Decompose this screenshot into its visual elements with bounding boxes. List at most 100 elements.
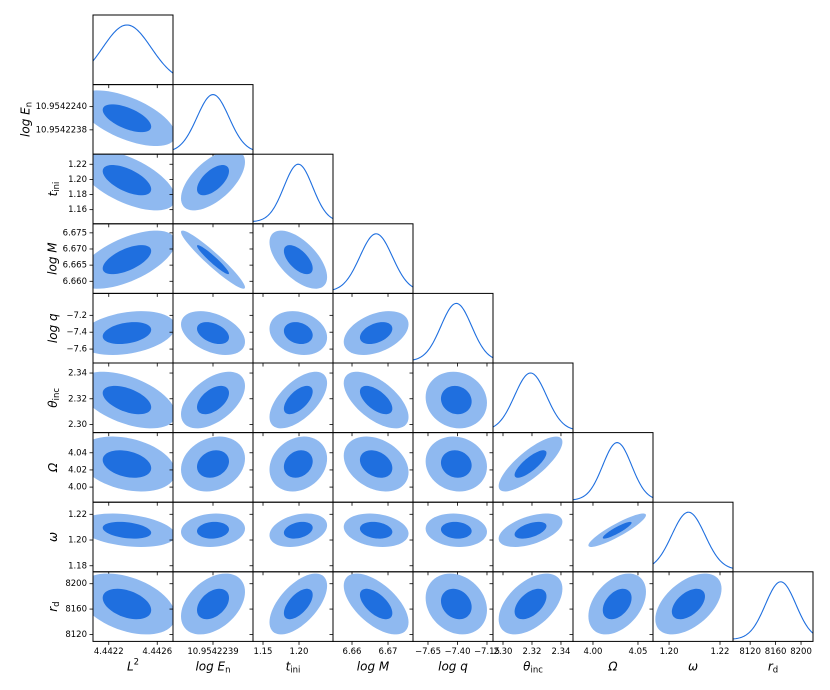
panel	[409, 432, 494, 506]
y-tick-label: 1.18	[68, 561, 87, 571]
panel	[329, 362, 414, 437]
x-tick-label: 4.00	[584, 647, 603, 657]
axis-label: log M	[45, 242, 59, 275]
panel: 2.30 2.32 2.34	[489, 571, 574, 657]
y-tick-label: 1.20	[68, 536, 87, 546]
y-tick-label: −7.2	[66, 311, 87, 321]
x-tick-label: 2.32	[523, 647, 542, 657]
y-tick-label: 10.9542238	[36, 125, 87, 135]
panel	[329, 432, 414, 506]
marginal-curve	[733, 581, 813, 640]
panel-frame	[732, 571, 814, 642]
y-tick-label: 8200	[65, 579, 87, 589]
panel: 4.00 4.05	[569, 571, 654, 657]
panel	[489, 432, 574, 506]
inner-contour	[440, 588, 472, 620]
inner-contour	[359, 521, 393, 539]
x-tick-label: 8160	[765, 647, 787, 657]
panel	[249, 292, 334, 367]
panel-frame	[92, 14, 174, 86]
y-tick-label: 8120	[65, 630, 87, 640]
panel	[569, 501, 654, 576]
y-tick-label: 2.30	[68, 420, 87, 430]
x-tick-label: −7.65	[415, 647, 441, 657]
y-tick-label: −7.6	[66, 345, 87, 355]
panel: 8200 8160 8120 4.4422 4.4426	[65, 571, 174, 657]
inner-contour	[359, 588, 393, 620]
marginal-curve	[333, 233, 413, 291]
marginal-curve	[573, 442, 653, 501]
y-tick-label: 1.16	[68, 205, 87, 215]
panel	[572, 432, 654, 506]
panel	[169, 501, 254, 576]
axis-label: rd	[768, 659, 778, 675]
inner-contour	[197, 245, 229, 275]
inner-contour	[102, 385, 152, 415]
inner-contour	[283, 245, 313, 275]
panel	[169, 153, 254, 228]
y-tick-label: 6.660	[63, 277, 87, 287]
inner-contour	[102, 165, 152, 196]
y-tick-label: 4.00	[68, 483, 87, 493]
inner-contour	[102, 588, 152, 620]
panel	[489, 501, 574, 576]
x-tick-label: 8120	[739, 647, 761, 657]
inner-contour	[283, 588, 313, 620]
axis-label: tini	[286, 659, 301, 675]
axis-label: θinc	[523, 659, 543, 675]
x-tick-label: 1.20	[660, 647, 679, 657]
inner-contour	[197, 385, 229, 415]
panel	[412, 292, 494, 367]
x-tick-label: 1.22	[711, 647, 730, 657]
y-tick-label: 1.22	[68, 510, 87, 520]
inner-contour	[283, 385, 313, 415]
x-tick-label: 10.9542239	[187, 647, 238, 657]
panel	[409, 362, 494, 437]
y-tick-label: 10.9542240	[36, 102, 87, 112]
inner-contour	[283, 521, 313, 539]
inner-contour	[440, 521, 472, 539]
x-tick-label: 4.4426	[142, 647, 172, 657]
panel	[249, 362, 334, 437]
inner-contour	[602, 521, 632, 539]
marginal-curve	[653, 511, 733, 569]
axis-label: ω	[688, 659, 698, 673]
panel	[169, 292, 254, 367]
panel: 8120 8160 8200	[732, 571, 814, 657]
inner-contour	[359, 385, 393, 415]
axis-label: tini	[46, 182, 62, 197]
panel: 1.15 1.20	[249, 571, 334, 657]
x-tick-label: −7.40	[444, 647, 470, 657]
x-tick-label: 1.15	[254, 647, 273, 657]
panel	[252, 153, 334, 228]
marginal-curve	[173, 94, 253, 151]
inner-contour	[102, 450, 152, 478]
axis-label: Ω	[607, 659, 618, 673]
inner-contour	[514, 450, 547, 478]
axis-label: log En	[18, 102, 34, 137]
y-tick-label: 6.675	[63, 228, 87, 238]
y-tick-label: 6.665	[63, 261, 87, 271]
marginal-curve	[413, 302, 493, 361]
inner-contour	[359, 322, 393, 345]
y-tick-label: 8160	[65, 605, 87, 615]
x-tick-label: 1.20	[290, 647, 309, 657]
panel: 6.66 6.67	[329, 571, 414, 657]
y-tick-label: 4.02	[68, 465, 87, 475]
panel-frame	[252, 153, 334, 225]
marginal-curve	[493, 372, 573, 430]
x-tick-label: −7.15	[474, 647, 500, 657]
x-tick-label: 2.30	[494, 647, 513, 657]
y-tick-label: 6.670	[63, 244, 87, 254]
panel: 2.34 2.32 2.30	[68, 362, 174, 437]
x-tick-label: 6.66	[343, 647, 362, 657]
marginal-curve	[253, 163, 333, 222]
panel	[249, 223, 334, 297]
panel-frame	[572, 432, 654, 503]
inner-contour	[102, 245, 152, 275]
panel	[169, 223, 254, 297]
inner-contour	[440, 385, 472, 415]
y-tick-label: 1.18	[68, 190, 87, 200]
panel: 6.675 6.670 6.665 6.660	[63, 223, 174, 297]
